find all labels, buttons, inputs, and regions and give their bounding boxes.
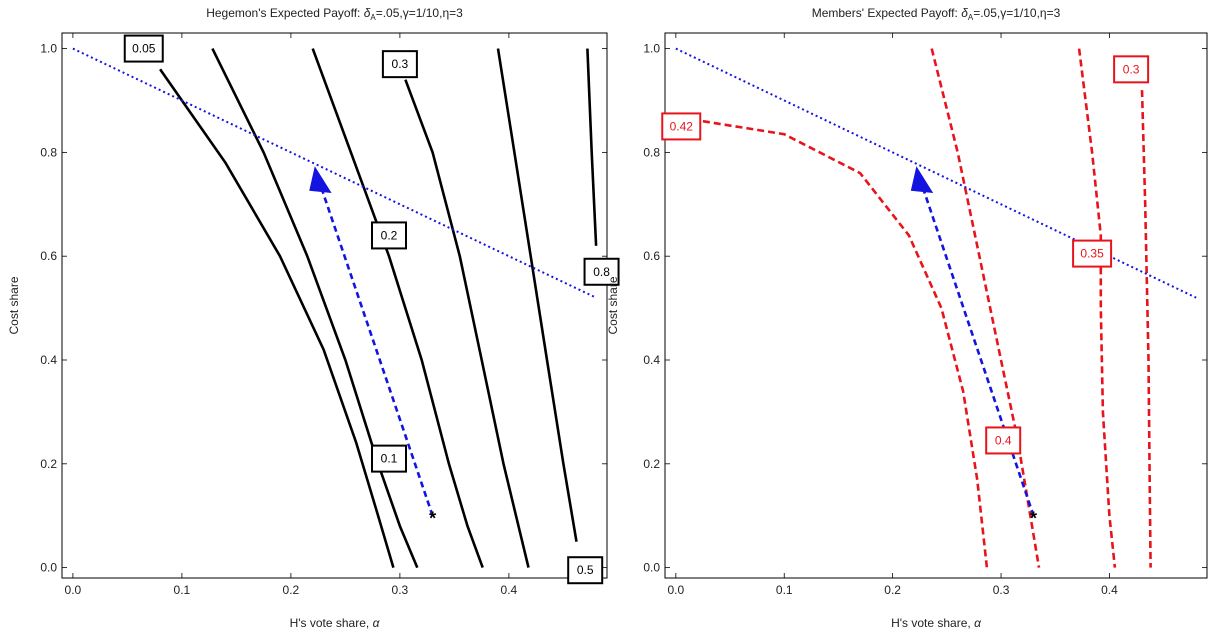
arrowhead [910,166,934,194]
contour-label-box [371,444,407,473]
x-tick-label: 0.0 [65,583,82,597]
contour-label: 0.3 [1113,55,1150,84]
contour-label-box [123,34,164,63]
contour-label: 0.5 [567,556,604,585]
x-axis-label: H's vote share, α [290,616,381,630]
chart-title: Members' Expected Payoff: δA=.05,γ=1/10,… [812,6,1061,22]
contour-line [496,48,578,542]
contour-label: 0.2 [371,221,407,250]
contour-label-text: 0.2 [381,228,398,242]
title-delta: δ [961,6,968,20]
y-tick-label: 0.4 [643,353,660,367]
x-tick-label: 0.4 [501,583,518,597]
contour-label-text: 0.35 [1080,247,1104,261]
contour-label: 0.1 [371,444,407,473]
contour-line [930,48,1041,568]
x-tick-label: 0.3 [392,583,409,597]
y-tick-label: 0.6 [40,249,57,263]
y-tick-label: 0.4 [40,353,57,367]
x-axis-label-symbol: α [373,616,381,630]
contour-label-box [1113,55,1150,84]
contour-label-text: 0.4 [995,433,1012,447]
contour-label-box [1072,239,1113,268]
contour-line [586,48,598,246]
y-tick-label: 0.0 [643,561,660,575]
x-axis-label: H's vote share, α [891,616,982,630]
y-tick-label: 0.2 [40,457,57,471]
contour-label-text: 0.3 [1123,62,1140,76]
x-tick-label: 0.2 [884,583,901,597]
contour-line [702,119,989,568]
title-rest: =.05,γ=1/10,η=3 [973,6,1060,20]
contour-line [159,68,395,568]
x-tick-label: 0.4 [1101,583,1118,597]
title-sub: A [968,13,974,22]
x-tick-label: 0.2 [283,583,300,597]
y-tick-label: 1.0 [40,42,57,56]
contour-label-box [567,556,604,585]
contour-line [211,48,419,569]
y-tick-label: 0.8 [40,145,57,159]
y-tick-label: 1.0 [643,42,660,56]
contour-line [1140,90,1152,568]
contour-label-text: 0.8 [593,265,610,279]
title-delta: δ [364,6,371,20]
y-axis-label: Cost share [606,276,620,334]
arrowhead [309,166,332,194]
contour-label: 0.4 [985,426,1022,455]
contour-label: 0.35 [1072,239,1113,268]
start-marker: * [1030,509,1037,529]
contour-label-text: 0.42 [670,119,694,133]
contour-label-box [661,112,702,141]
x-tick-label: 0.1 [174,583,191,597]
plot-frame [664,32,1208,579]
contour-line [311,48,484,569]
x-axis-label-text: H's vote share, [290,616,373,630]
x-axis-label-text: H's vote share, [891,616,974,630]
contour-line [1077,48,1117,568]
contour-label: 0.05 [123,34,164,63]
contour-label-text: 0.3 [392,57,409,71]
chart-panel-members: Members' Expected Payoff: δA=.05,γ=1/10,… [606,6,1208,630]
y-tick-label: 0.0 [40,561,57,575]
budget-line [675,47,1197,299]
x-tick-label: 0.0 [667,583,684,597]
x-axis-label-symbol: α [974,616,982,630]
contour-label-box [985,426,1022,455]
title-main: Hegemon's Expected Payoff: [206,6,364,20]
contour-label: 0.3 [381,50,418,79]
contour-label-text: 0.05 [132,42,156,56]
title-sub: A [370,13,376,22]
contour-label: 0.42 [661,112,702,141]
title-main: Members' Expected Payoff: [812,6,961,20]
y-tick-label: 0.8 [643,145,660,159]
title-rest: =.05,γ=1/10,η=3 [376,6,463,20]
contour-label-box [583,257,620,286]
plot-frame [61,32,608,579]
y-axis-label: Cost share [7,276,21,334]
start-marker: * [429,509,436,529]
x-tick-label: 0.1 [776,583,793,597]
y-tick-label: 0.6 [643,249,660,263]
contour-label-text: 0.5 [577,563,594,577]
path-line [918,177,1035,517]
plot-area [72,47,598,569]
chart-title: Hegemon's Expected Payoff: δA=.05,γ=1/10… [206,6,463,22]
contour-label: 0.8 [583,257,620,286]
contour-label-text: 0.1 [381,452,398,466]
x-tick-label: 0.3 [993,583,1010,597]
contour-label-box [381,50,418,79]
chart-panel-hegemon: Hegemon's Expected Payoff: δA=.05,γ=1/10… [7,6,620,630]
contour-label-box [371,221,407,250]
y-tick-label: 0.2 [643,457,660,471]
contour-line [404,79,530,568]
budget-line [72,47,597,299]
plot-area [675,47,1197,568]
